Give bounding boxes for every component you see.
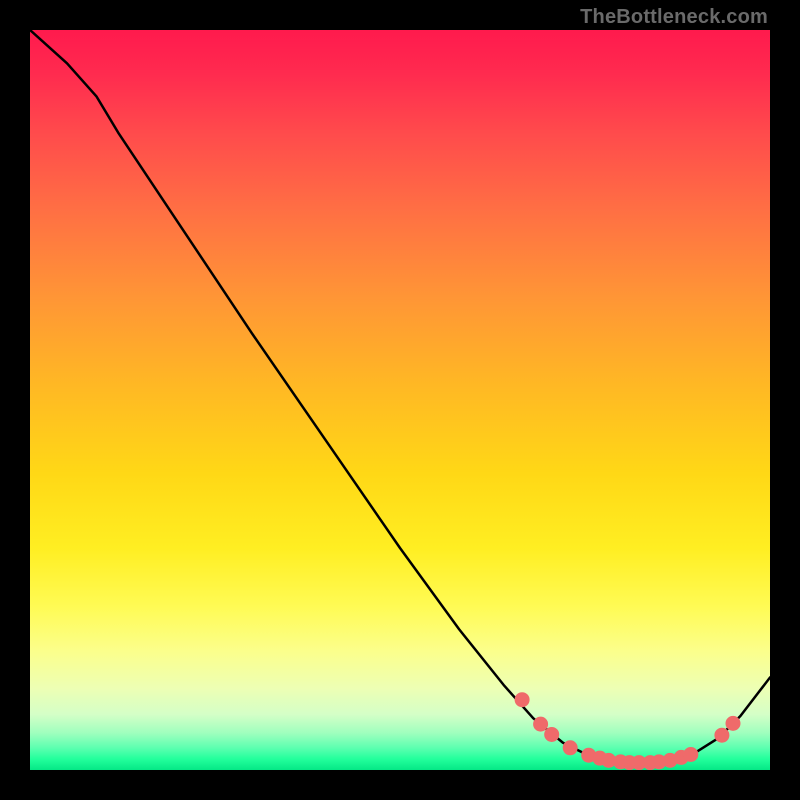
curve-layer xyxy=(30,30,770,770)
marker-point xyxy=(563,741,577,755)
marker-point xyxy=(715,728,729,742)
chart-container: TheBottleneck.com xyxy=(0,0,800,800)
plot-area xyxy=(30,30,770,770)
marker-point xyxy=(534,717,548,731)
bottleneck-curve xyxy=(30,30,770,763)
markers-group xyxy=(515,693,740,770)
marker-point xyxy=(726,716,740,730)
marker-point xyxy=(684,747,698,761)
marker-point xyxy=(545,727,559,741)
marker-point xyxy=(515,693,529,707)
watermark-text: TheBottleneck.com xyxy=(580,6,768,29)
